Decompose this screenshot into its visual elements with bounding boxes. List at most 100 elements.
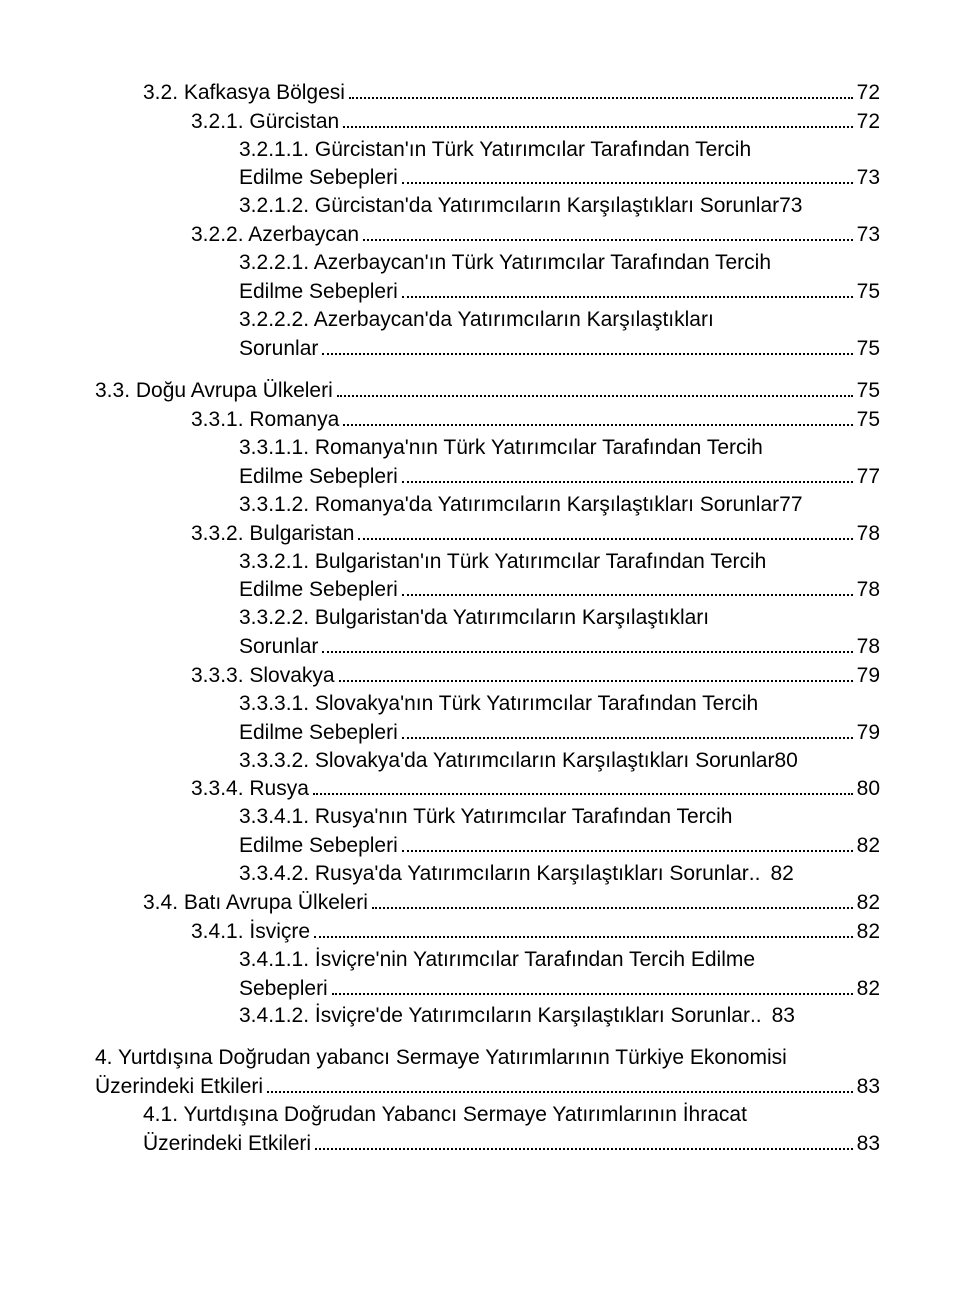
toc-entry: 3.2.2. Azerbaycan 73: [95, 220, 880, 249]
toc-entry-continuation: 3.3.4.1. Rusya'nın Türk Yatırımcılar Tar…: [95, 803, 880, 831]
toc-leader-dots: [358, 519, 852, 540]
toc-entry-label: Edilme Sebepleri: [239, 463, 398, 491]
toc-entry: Sebepleri 82: [95, 974, 880, 1003]
toc-leader-dots: [349, 78, 853, 99]
toc-entry: 3.2.1. Gürcistan72: [95, 107, 880, 136]
toc-entry-label: Üzerindeki Etkileri: [95, 1073, 263, 1101]
toc-leader-dots: [372, 888, 853, 909]
toc-entry: 3.3.1.2. Romanya'da Yatırımcıların Karşı…: [95, 491, 880, 519]
toc-entry-label: 3.2.2.1. Azerbaycan'ın Türk Yatırımcılar…: [239, 249, 771, 277]
toc-entry: 3.3.4. Rusya 80: [95, 775, 880, 804]
toc-entry: Üzerindeki Etkileri83: [95, 1072, 880, 1101]
toc-entry-label: Edilme Sebepleri: [239, 832, 398, 860]
toc-entry-label: 3.3.2.2. Bulgaristan'da Yatırımcıların K…: [239, 604, 709, 632]
toc-entry-continuation: 3.3.1.1. Romanya'nın Türk Yatırımcılar T…: [95, 434, 880, 462]
toc-entry-continuation: 4.1. Yurtdışına Doğrudan Yabancı Sermaye…: [95, 1101, 880, 1129]
toc-list: 3.2. Kafkasya Bölgesi723.2.1. Gürcistan7…: [95, 78, 880, 1158]
toc-leader-dots: [332, 974, 853, 995]
toc-entry-continuation: 3.3.2.1. Bulgaristan'ın Türk Yatırımcıla…: [95, 548, 880, 576]
toc-entry-page: 80: [857, 775, 880, 803]
toc-entry: 3.4. Batı Avrupa Ülkeleri82: [95, 888, 880, 917]
toc-entry-page: 73: [779, 192, 802, 220]
toc-entry: 3.3.3. Slovakya 79: [95, 661, 880, 690]
toc-entry: Sorunlar78: [95, 632, 880, 661]
toc-entry-page: 79: [857, 662, 880, 690]
toc-entry-continuation: 3.3.2.2. Bulgaristan'da Yatırımcıların K…: [95, 604, 880, 632]
toc-entry: Edilme Sebepleri 75: [95, 277, 880, 306]
toc-entry-label: Edilme Sebepleri: [239, 278, 398, 306]
toc-entry-page: 72: [857, 108, 880, 136]
toc-entry-page: 72: [857, 79, 880, 107]
toc-entry: Edilme Sebepleri 82: [95, 831, 880, 860]
toc-leader-dots: [402, 164, 853, 185]
toc-entry-page: 82: [857, 975, 880, 1003]
toc-entry-page: 79: [857, 719, 880, 747]
toc-leader-dots: [337, 377, 853, 398]
toc-entry-page: 78: [857, 633, 880, 661]
toc-entry: 3.3.4.2. Rusya'da Yatırımcıların Karşıla…: [95, 860, 880, 888]
toc-entry: Edilme Sebepleri 73: [95, 164, 880, 193]
toc-leader-dots: [402, 831, 853, 852]
toc-entry-page: 77: [779, 491, 802, 519]
toc-entry-page: 75: [857, 278, 880, 306]
toc-entry-page: 78: [857, 520, 880, 548]
toc-entry-label: 3.3.1.1. Romanya'nın Türk Yatırımcılar T…: [239, 434, 763, 462]
toc-leader-dots: [339, 661, 853, 682]
toc-entry-page: 82: [857, 832, 880, 860]
toc-entry: 3.3.3.2. Slovakya'da Yatırımcıların Karş…: [95, 747, 880, 775]
toc-entry: Edilme Sebepleri 79: [95, 718, 880, 747]
toc-entry-label: 3.2.2. Azerbaycan: [191, 221, 359, 249]
toc-entry-page: 77: [857, 463, 880, 491]
toc-entry-label: 3.3.3. Slovakya: [191, 662, 335, 690]
toc-entry: 3.3. Doğu Avrupa Ülkeleri75: [95, 377, 880, 406]
toc-entry-label: Edilme Sebepleri: [239, 164, 398, 192]
toc-entry-label: 3.3.4.1. Rusya'nın Türk Yatırımcılar Tar…: [239, 803, 732, 831]
toc-spacer: [95, 1030, 880, 1044]
toc-leader-dots: [313, 775, 853, 796]
toc-leader-dots: [315, 1129, 853, 1150]
toc-leader-dots: [322, 632, 852, 653]
toc-entry-page: 73: [857, 164, 880, 192]
toc-entry: 3.3.1. Romanya75: [95, 405, 880, 434]
toc-entry-label: Edilme Sebepleri: [239, 576, 398, 604]
toc-entry-page: 75: [857, 377, 880, 405]
toc-entry: 3.2. Kafkasya Bölgesi72: [95, 78, 880, 107]
toc-entry-label: 3.3.2. Bulgaristan: [191, 520, 354, 548]
toc-entry-continuation: 3.2.1.1. Gürcistan'ın Türk Yatırımcılar …: [95, 136, 880, 164]
toc-entry-page: 73: [857, 221, 880, 249]
toc-entry-label: 4.1. Yurtdışına Doğrudan Yabancı Sermaye…: [143, 1101, 747, 1129]
toc-entry-continuation: 4. Yurtdışına Doğrudan yabancı Sermaye Y…: [95, 1044, 880, 1072]
toc-entry-continuation: 3.3.3.1. Slovakya'nın Türk Yatırımcılar …: [95, 690, 880, 718]
toc-entry-page: 82: [857, 918, 880, 946]
toc-entry: Edilme Sebepleri 77: [95, 462, 880, 491]
toc-entry-label: Edilme Sebepleri: [239, 719, 398, 747]
toc-entry-label: 3.3.3.2. Slovakya'da Yatırımcıların Karş…: [239, 747, 774, 775]
toc-entry: 3.4.1.2. İsviçre'de Yatırımcıların Karşı…: [95, 1002, 880, 1030]
toc-entry-label: 3.2.2.2. Azerbaycan'da Yatırımcıların Ka…: [239, 306, 714, 334]
toc-entry-label: 3.4.1.1. İsviçre'nin Yatırımcılar Tarafı…: [239, 946, 755, 974]
toc-entry-label: 3.3.3.1. Slovakya'nın Türk Yatırımcılar …: [239, 690, 758, 718]
toc-entry-label: 4. Yurtdışına Doğrudan yabancı Sermaye Y…: [95, 1044, 787, 1072]
toc-leader-dots: [343, 405, 852, 426]
toc-entry-page: 83: [857, 1130, 880, 1158]
toc-leader-dots: [267, 1072, 853, 1093]
toc-entry: Edilme Sebepleri 78: [95, 576, 880, 605]
toc-entry-label: Üzerindeki Etkileri: [143, 1130, 311, 1158]
toc-entry: Üzerindeki Etkileri 83: [95, 1129, 880, 1158]
toc-entry-label: 3.3.4. Rusya: [191, 775, 309, 803]
toc-leader-dots: [363, 220, 853, 241]
toc-entry-page: 83: [772, 1002, 795, 1030]
toc-leader-dots: [402, 462, 853, 483]
toc-entry-label: 3.2.1.1. Gürcistan'ın Türk Yatırımcılar …: [239, 136, 751, 164]
toc-entry-label: 3.3.2.1. Bulgaristan'ın Türk Yatırımcıla…: [239, 548, 766, 576]
toc-entry: Sorunlar75: [95, 334, 880, 363]
toc-entry-page: 75: [857, 406, 880, 434]
toc-entry: 3.3.2. Bulgaristan 78: [95, 519, 880, 548]
toc-entry-label: 3.4.1. İsviçre: [191, 918, 310, 946]
toc-page: 3.2. Kafkasya Bölgesi723.2.1. Gürcistan7…: [0, 0, 960, 1313]
toc-entry-label: 3.3.4.2. Rusya'da Yatırımcıların Karşıla…: [239, 860, 749, 888]
toc-leader-dots: [402, 277, 853, 298]
toc-entry-label: 3.2.1.2. Gürcistan'da Yatırımcıların Kar…: [239, 192, 779, 220]
toc-entry-page: 78: [857, 576, 880, 604]
toc-entry-label: Sebepleri: [239, 975, 328, 1003]
